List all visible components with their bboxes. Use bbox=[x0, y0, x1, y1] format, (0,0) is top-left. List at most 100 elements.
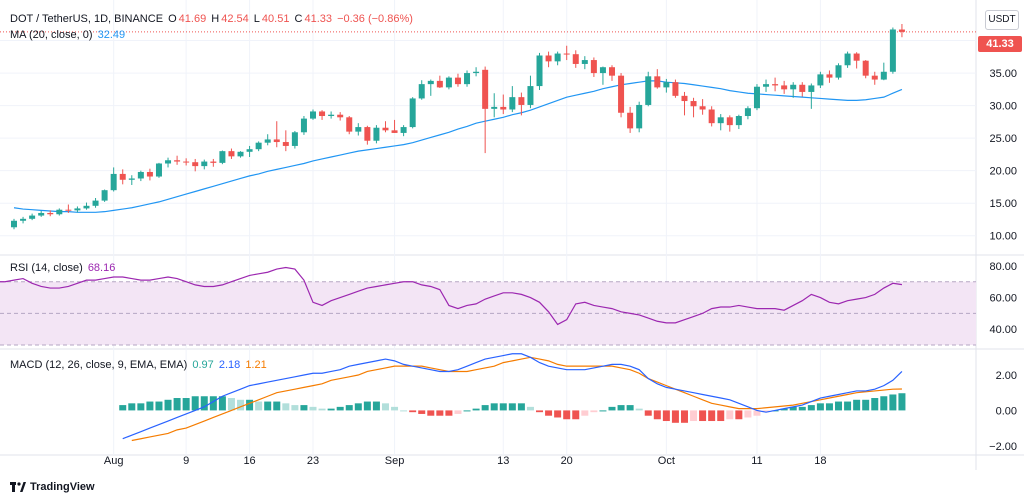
candle-body bbox=[436, 80, 443, 88]
candle-body bbox=[500, 106, 507, 110]
candle-body bbox=[654, 76, 661, 88]
candle-body bbox=[835, 65, 842, 78]
candle-body bbox=[753, 86, 760, 109]
candle-body bbox=[418, 84, 425, 99]
candle-body bbox=[781, 85, 788, 90]
macd-hist-bar bbox=[572, 410, 580, 420]
macd-hist-bar bbox=[581, 410, 589, 416]
x-tick-label: 23 bbox=[307, 455, 319, 467]
macd-hist-bar bbox=[445, 410, 453, 416]
candle-body bbox=[871, 75, 878, 80]
rsi-value: 68.16 bbox=[87, 262, 116, 274]
macd-hist-bar bbox=[418, 410, 426, 414]
macd-hist-bar bbox=[363, 401, 371, 411]
low-label: L bbox=[253, 13, 260, 25]
macd-hist-bar bbox=[200, 396, 208, 411]
candle-body bbox=[880, 71, 887, 80]
macd-hist-bar bbox=[391, 406, 399, 411]
macd-hist-bar bbox=[671, 410, 679, 423]
macd-hist-bar bbox=[137, 403, 145, 411]
candle-body bbox=[400, 127, 407, 133]
candle-body bbox=[663, 82, 670, 88]
ma-value: 32.49 bbox=[97, 29, 126, 41]
x-tick-label: 11 bbox=[751, 455, 762, 467]
macd-hist-bar bbox=[699, 410, 707, 422]
candle-body bbox=[898, 29, 905, 32]
tradingview-logo[interactable]: TradingView bbox=[10, 481, 95, 493]
macd-signal-line bbox=[131, 356, 902, 442]
macd-hist-bar bbox=[789, 406, 797, 411]
candle-body bbox=[83, 205, 90, 209]
candle-body bbox=[572, 54, 579, 64]
candle-body bbox=[137, 171, 144, 179]
candle-body bbox=[201, 161, 208, 167]
candle-body bbox=[228, 151, 235, 157]
candle-body bbox=[92, 200, 99, 206]
candle-body bbox=[618, 75, 625, 113]
tradingview-icon bbox=[10, 482, 26, 492]
macd-hist-bar bbox=[345, 405, 353, 411]
candle-body bbox=[382, 127, 389, 131]
candle-body bbox=[509, 97, 516, 110]
macd-hist-bar bbox=[599, 410, 607, 412]
candle-body bbox=[690, 101, 697, 107]
candle-body bbox=[699, 106, 706, 110]
candle-body bbox=[364, 127, 371, 141]
macd-hist-bar bbox=[508, 403, 516, 411]
macd-hist-bar bbox=[164, 399, 172, 411]
macd-hist-bar bbox=[680, 410, 688, 423]
candle-body bbox=[255, 142, 262, 150]
candle-body bbox=[645, 76, 652, 105]
candle-body bbox=[273, 139, 280, 143]
macd-hist-bar bbox=[128, 403, 136, 411]
macd-hist-bar bbox=[264, 401, 272, 411]
candle-body bbox=[210, 161, 217, 163]
candle-body bbox=[799, 84, 806, 92]
candle-body bbox=[300, 118, 307, 133]
macd-legend: MACD (12, 26, close, 9, EMA, EMA) 0.97 2… bbox=[10, 359, 269, 371]
ma-label: MA (20, close, 0) bbox=[10, 29, 93, 41]
macd-hist-bar bbox=[626, 405, 634, 411]
macd-hist-bar bbox=[871, 398, 879, 411]
macd-hist-bar bbox=[762, 410, 770, 413]
macd-hist-bar bbox=[690, 410, 698, 422]
macd-hist-bar bbox=[372, 401, 380, 411]
ma-line bbox=[13, 80, 903, 213]
macd-hist-bar bbox=[182, 398, 190, 411]
candle-body bbox=[527, 86, 534, 105]
macd-hist-bar bbox=[173, 398, 181, 411]
macd-hist-bar bbox=[590, 410, 598, 413]
candle-body bbox=[889, 29, 896, 72]
candle-body bbox=[454, 77, 461, 85]
candle-body bbox=[264, 139, 271, 143]
macd-hist-bar bbox=[481, 405, 489, 411]
candle-body bbox=[563, 53, 570, 55]
candle-body bbox=[310, 111, 316, 119]
candle-body bbox=[826, 74, 833, 78]
candle-body bbox=[817, 74, 824, 86]
high-value: 42.54 bbox=[221, 13, 249, 25]
candle-body bbox=[763, 84, 770, 87]
macd-hist-bar bbox=[853, 399, 861, 411]
currency-button[interactable]: USDT bbox=[985, 10, 1019, 30]
price-tick-label: 30.00 bbox=[989, 101, 1017, 113]
candle-body bbox=[772, 84, 779, 86]
candle-body bbox=[681, 95, 688, 102]
x-tick-label: 9 bbox=[183, 455, 189, 467]
candle-body bbox=[536, 55, 543, 87]
macd-hist-bar bbox=[798, 406, 806, 411]
macd-hist-bar bbox=[517, 403, 525, 411]
candle-body bbox=[155, 163, 162, 177]
macd-tick-label: −2.00 bbox=[989, 441, 1017, 453]
macd-hist-bar bbox=[662, 410, 670, 422]
candle-body bbox=[101, 190, 108, 201]
candle-body bbox=[110, 173, 117, 191]
macd-tick-label: 2.00 bbox=[996, 370, 1017, 382]
rsi-legend: RSI (14, close) 68.16 bbox=[10, 262, 117, 274]
macd-hist-bar bbox=[327, 408, 335, 411]
candle-body bbox=[464, 73, 471, 85]
macd-hist-bar bbox=[889, 394, 897, 411]
candle-body bbox=[319, 111, 326, 117]
macd-hist-bar bbox=[454, 410, 462, 414]
